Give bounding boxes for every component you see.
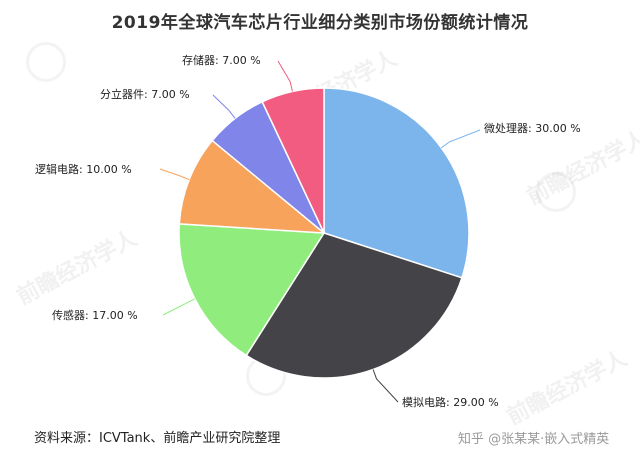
leader-line-6 (277, 60, 293, 92)
author-credit: 知乎 @张某某·嵌入式精英 (458, 432, 610, 447)
chart-title: 2019年全球汽车芯片行业细分类别市场份额统计情况 (111, 13, 529, 33)
slice-label-2: 模拟电路: 29.00 % (402, 395, 499, 409)
pie-slice-6 (261, 87, 325, 234)
pie-leader-lines (159, 60, 481, 403)
pie-slice-2 (245, 232, 463, 379)
leader-line-4 (159, 168, 190, 181)
slice-label-5: 分立器件: 7.00 % (100, 87, 190, 101)
pie-slices (178, 87, 470, 379)
leader-line-2 (372, 369, 399, 403)
source-note: 资料来源：ICVTank、前瞻产业研究院整理 (34, 431, 281, 446)
slice-label-1: 微处理器: 30.00 % (484, 121, 581, 135)
slice-label-6: 存储器: 7.00 % (182, 53, 261, 67)
leader-line-3 (162, 298, 196, 316)
slice-label-3: 传感器: 17.00 % (52, 309, 138, 322)
leader-line-1 (441, 129, 481, 149)
leader-line-5 (212, 94, 236, 119)
slice-label-4: 逻辑电路: 10.00 % (35, 162, 132, 176)
pie-labels: 微处理器: 30.00 % 模拟电路: 29.00 % 传感器: 17.00 % 逻辑… (35, 53, 581, 409)
